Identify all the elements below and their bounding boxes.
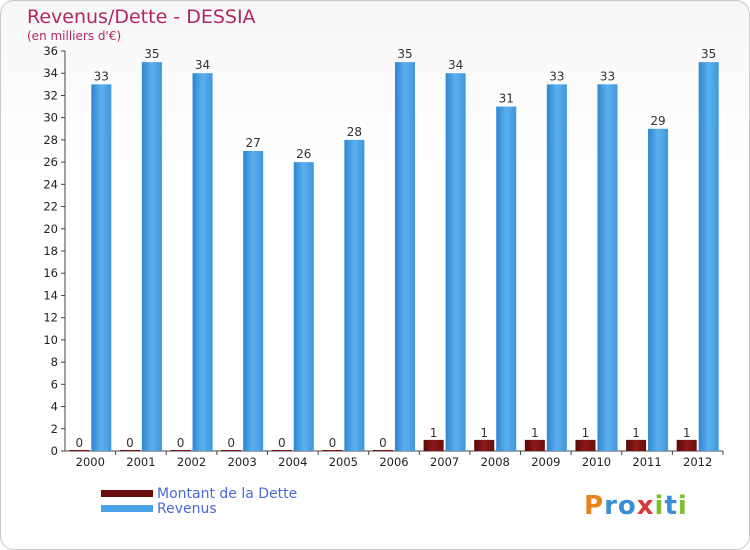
bar-revenus: [496, 106, 517, 452]
bar-revenus: [546, 84, 567, 451]
y-tick-label: 24: [43, 177, 58, 191]
x-tick-label: 2008: [481, 455, 510, 469]
y-tick-label: 36: [43, 44, 58, 58]
bar-revenus: [91, 84, 112, 451]
data-label-dette: 1: [683, 426, 691, 440]
bar-dette: [271, 450, 292, 451]
bar-dette: [474, 439, 495, 451]
data-label-revenus: 28: [347, 125, 362, 139]
x-tick-label: 2010: [582, 455, 611, 469]
legend-label-revenus: Revenus: [157, 501, 217, 517]
bar-revenus: [698, 62, 719, 451]
data-label-dette: 1: [531, 426, 539, 440]
y-tick-label: 14: [43, 288, 58, 302]
y-tick-label: 30: [43, 111, 58, 125]
data-label-revenus: 31: [499, 92, 514, 106]
data-label-dette: 1: [632, 426, 640, 440]
data-label-dette: 0: [379, 436, 387, 450]
bar-revenus: [344, 139, 365, 451]
x-tick-label: 2000: [76, 455, 105, 469]
legend-label-debt: Montant de la Dette: [157, 486, 298, 502]
bar-dette: [170, 450, 191, 451]
data-label-revenus: 35: [701, 47, 716, 61]
chart-title: Revenus/Dette - DESSIA: [27, 6, 256, 28]
data-label-revenus: 34: [195, 58, 210, 72]
bar-dette: [69, 450, 90, 451]
y-tick-label: 16: [43, 266, 58, 280]
data-label-revenus: 34: [448, 58, 463, 72]
bar-revenus: [141, 62, 162, 451]
data-label-revenus: 29: [650, 114, 665, 128]
x-tick-label: 2009: [531, 455, 560, 469]
bar-revenus: [243, 151, 264, 451]
bar-revenus: [648, 128, 669, 451]
proxiti-logo: Proxiti: [584, 491, 688, 521]
data-label-revenus: 35: [397, 47, 412, 61]
data-label-dette: 1: [480, 426, 488, 440]
data-label-revenus: 33: [600, 69, 615, 83]
y-tick-label: 32: [43, 88, 58, 102]
bar-revenus: [445, 73, 466, 451]
legend-swatch-debt: [101, 490, 153, 497]
x-tick-label: 2003: [228, 455, 257, 469]
y-tick-label: 8: [51, 355, 58, 369]
y-tick-label: 4: [51, 400, 58, 414]
x-tick-label: 2002: [177, 455, 206, 469]
data-label-dette: 0: [227, 436, 235, 450]
bar-dette: [221, 450, 242, 451]
y-tick-label: 6: [51, 377, 58, 391]
bar-dette: [626, 439, 647, 451]
y-tick-label: 0: [51, 444, 58, 458]
data-label-revenus: 27: [246, 136, 261, 150]
y-tick-label: 20: [43, 222, 58, 236]
bar-dette: [373, 450, 393, 451]
bar-dette: [524, 439, 545, 451]
y-tick-label: 22: [43, 200, 58, 214]
bar-dette: [423, 439, 444, 451]
bar-revenus: [293, 162, 314, 451]
data-label-revenus: 26: [296, 147, 311, 161]
data-label-dette: 1: [430, 426, 438, 440]
y-tick-label: 12: [43, 311, 58, 325]
data-label-dette: 0: [126, 436, 134, 450]
bar-revenus: [395, 62, 415, 451]
x-tick-label: 2001: [126, 455, 155, 469]
x-tick-label: 2011: [632, 455, 661, 469]
data-label-dette: 0: [278, 436, 286, 450]
data-label-dette: 0: [75, 436, 83, 450]
data-label-dette: 1: [582, 426, 590, 440]
x-tick-label: 2007: [430, 455, 459, 469]
bars: [69, 62, 719, 452]
y-tick-label: 18: [43, 244, 58, 258]
y-tick-label: 28: [43, 133, 58, 147]
y-tick-label: 2: [51, 422, 58, 436]
y-tick-label: 34: [43, 66, 58, 80]
legend-swatch-revenus: [101, 505, 153, 512]
data-label-dette: 0: [329, 436, 337, 450]
bar-dette: [676, 439, 697, 451]
chart-subtitle: (en milliers d'€): [27, 29, 122, 43]
y-tick-label: 10: [43, 333, 58, 347]
data-label-revenus: 35: [144, 47, 159, 61]
bar-revenus: [597, 84, 618, 451]
x-tick-label: 2012: [683, 455, 712, 469]
bar-revenus: [192, 73, 213, 451]
y-tick-label: 26: [43, 155, 58, 169]
labels: 0 33 0 35 0 34 0 27 0 26 0 28 0 35 1 34 1 31 1 33 1 33 1 29 1 35: [75, 47, 716, 450]
x-tick-label: 2006: [379, 455, 408, 469]
data-label-revenus: 33: [94, 69, 109, 83]
x-tick-label: 2005: [329, 455, 358, 469]
data-label-dette: 0: [177, 436, 185, 450]
bar-dette: [575, 439, 596, 451]
bar-dette: [119, 450, 140, 451]
bar-dette: [322, 450, 343, 451]
x-tick-label: 2004: [278, 455, 307, 469]
data-label-revenus: 33: [549, 69, 564, 83]
